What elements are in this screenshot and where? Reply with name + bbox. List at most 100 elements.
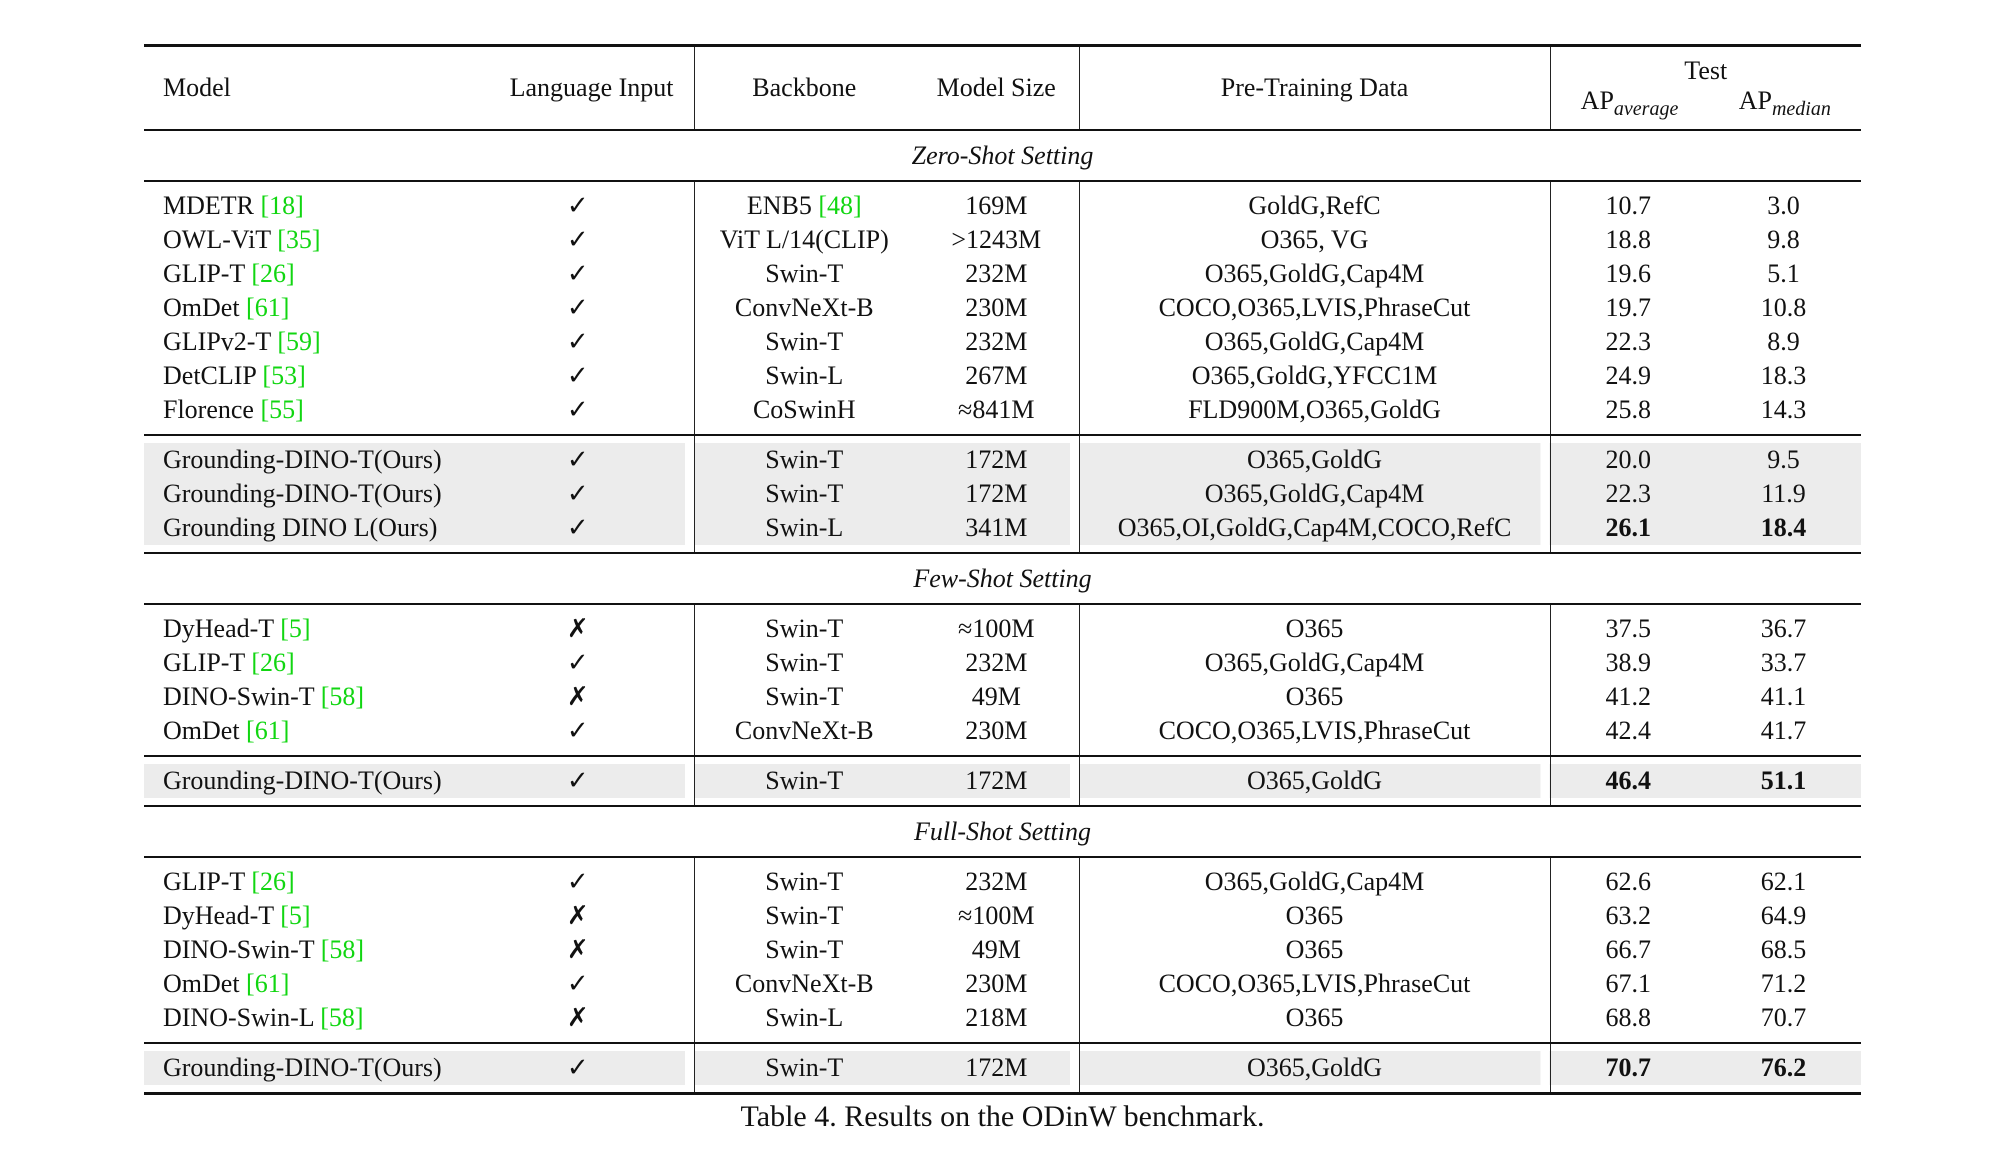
model-size: 341M [914, 511, 1079, 545]
header-ap-median: APmedian [1739, 86, 1831, 121]
model-name: MDETR [163, 191, 254, 220]
pretraining-data: O365 [1078, 612, 1550, 646]
citation-link[interactable]: [26] [251, 867, 295, 896]
check-icon: ✓ [566, 648, 589, 677]
check-icon: ✓ [462, 764, 694, 798]
citation-link[interactable]: [35] [277, 225, 321, 254]
ap-median: 10.8 [1760, 293, 1807, 322]
spacer [144, 427, 1861, 435]
citation-link[interactable]: [53] [262, 361, 306, 390]
header-model: Model [163, 73, 231, 102]
model-size: >1243M [951, 225, 1042, 254]
check-icon: ✓ [566, 259, 589, 288]
citation-link[interactable]: [55] [260, 395, 304, 424]
model-cell: OmDet [61] [144, 967, 462, 1001]
model-cell: GLIPv2-T [59] [144, 325, 462, 359]
model-cell: GLIP-T [26] [144, 646, 462, 680]
backbone-cell: Swin-L [693, 359, 914, 393]
citation-link[interactable]: [18] [260, 191, 304, 220]
backbone: Swin-T [765, 901, 844, 930]
check-icon: ✓ [566, 716, 589, 745]
pretraining-data: COCO,O365,LVIS,PhraseCut [1078, 714, 1550, 748]
citation-link[interactable]: [58] [320, 1003, 364, 1032]
backbone-cell: Swin-T [693, 865, 914, 899]
spacer [144, 605, 1861, 612]
model-name: OmDet [163, 969, 240, 998]
citation-link[interactable]: [5] [280, 901, 311, 930]
citation-link[interactable]: [59] [277, 327, 321, 356]
pretraining-data: O365 [1078, 933, 1550, 967]
backbone-cell: ENB5 [48] [693, 189, 914, 223]
citation-link[interactable]: [26] [251, 259, 295, 288]
pretraining-data: O365,GoldG,Cap4M [1078, 257, 1550, 291]
ap-median: 71.2 [1760, 969, 1807, 998]
ap-average: 26.1 [1549, 511, 1706, 545]
pretraining-data: GoldG,RefC [1078, 189, 1550, 223]
model-name: Grounding-DINO-T(Ours) [163, 445, 442, 474]
section-label: Full-Shot Setting [914, 816, 1091, 846]
model-cell: DINO-Swin-L [58] [144, 1001, 462, 1035]
citation-link[interactable]: [58] [320, 682, 365, 711]
backbone-cell: Swin-T [693, 257, 914, 291]
citation-link[interactable]: [61] [246, 716, 290, 745]
citation-link[interactable]: [61] [246, 969, 290, 998]
model-name: DINO-Swin-T [163, 935, 315, 964]
model-cell: Grounding-DINO-T(Ours) [144, 477, 462, 511]
model-size: 267M [965, 361, 1028, 390]
pretraining-data: O365,OI,GoldG,Cap4M,COCO,RefC [1078, 511, 1550, 545]
model-name: Grounding-DINO-T(Ours) [163, 479, 442, 508]
ap-average: 68.8 [1549, 1001, 1706, 1035]
model-name: DyHead-T [163, 901, 274, 930]
backbone: Swin-T [765, 867, 844, 896]
citation-link[interactable]: [58] [320, 935, 365, 964]
ap-label: AP [1738, 85, 1772, 115]
ap-median-sub: median [1771, 97, 1831, 120]
backbone-cell: ConvNeXt-B [693, 714, 914, 748]
citation-link[interactable]: [26] [251, 648, 295, 677]
backbone: ENB5 [746, 191, 812, 220]
backbone: Swin-T [765, 614, 844, 643]
header-test: Test APaverage APmedian [1549, 47, 1861, 130]
section-label: Few-Shot Setting [913, 563, 1092, 593]
citation-link[interactable]: [48] [818, 191, 862, 220]
ap-median: 11.9 [1706, 477, 1861, 511]
citation-link[interactable]: [61] [246, 293, 290, 322]
backbone: Swin-T [765, 479, 844, 508]
model-size: 49M [971, 682, 1021, 711]
check-icon: ✓ [462, 1051, 694, 1085]
cross-icon: ✗ [566, 1003, 589, 1032]
ap-median: 76.2 [1706, 1051, 1861, 1085]
ap-average: 41.2 [1549, 680, 1706, 714]
table-row: OmDet [61] ✓ ConvNeXt-B 230M COCO,O365,LVIS,… [144, 967, 1861, 1001]
ap-median: 64.9 [1760, 901, 1807, 930]
backbone: Swin-T [765, 259, 844, 288]
backbone-cell: Swin-T [693, 1051, 914, 1085]
model-cell: Grounding-DINO-T(Ours) [144, 443, 462, 477]
table-row: GLIP-T [26] ✓ Swin-T 232M O365,GoldG,Cap4M 62… [144, 865, 1861, 899]
ap-average: 25.8 [1549, 393, 1706, 427]
cross-icon: ✗ [566, 614, 589, 643]
backbone-cell: Swin-T [693, 933, 914, 967]
backbone: ConvNeXt-B [734, 293, 874, 322]
backbone-cell: Swin-T [693, 612, 914, 646]
model-cell: MDETR [18] [144, 189, 462, 223]
ap-average: 19.6 [1549, 257, 1706, 291]
pretraining-data: O365,GoldG,Cap4M [1078, 477, 1550, 511]
backbone: Swin-L [765, 361, 844, 390]
backbone: ViT L/14(CLIP) [719, 225, 889, 254]
header-pretraining-data: Pre-Training Data [1078, 47, 1550, 130]
ap-median: 51.1 [1706, 764, 1861, 798]
citation-link[interactable]: [5] [280, 614, 311, 643]
model-size: 232M [965, 327, 1028, 356]
backbone-cell: Swin-T [693, 680, 914, 714]
ap-average: 46.4 [1549, 764, 1706, 798]
model-size: 232M [965, 867, 1028, 896]
model-size: ≈100M [958, 614, 1035, 643]
model-name: DINO-Swin-L [163, 1003, 314, 1032]
cross-icon: ✗ [566, 901, 589, 930]
check-icon: ✓ [566, 191, 589, 220]
model-size: 230M [965, 716, 1028, 745]
model-name: Grounding-DINO-T(Ours) [163, 1053, 442, 1082]
ap-average: 67.1 [1549, 967, 1706, 1001]
ap-average: 70.7 [1549, 1051, 1706, 1085]
